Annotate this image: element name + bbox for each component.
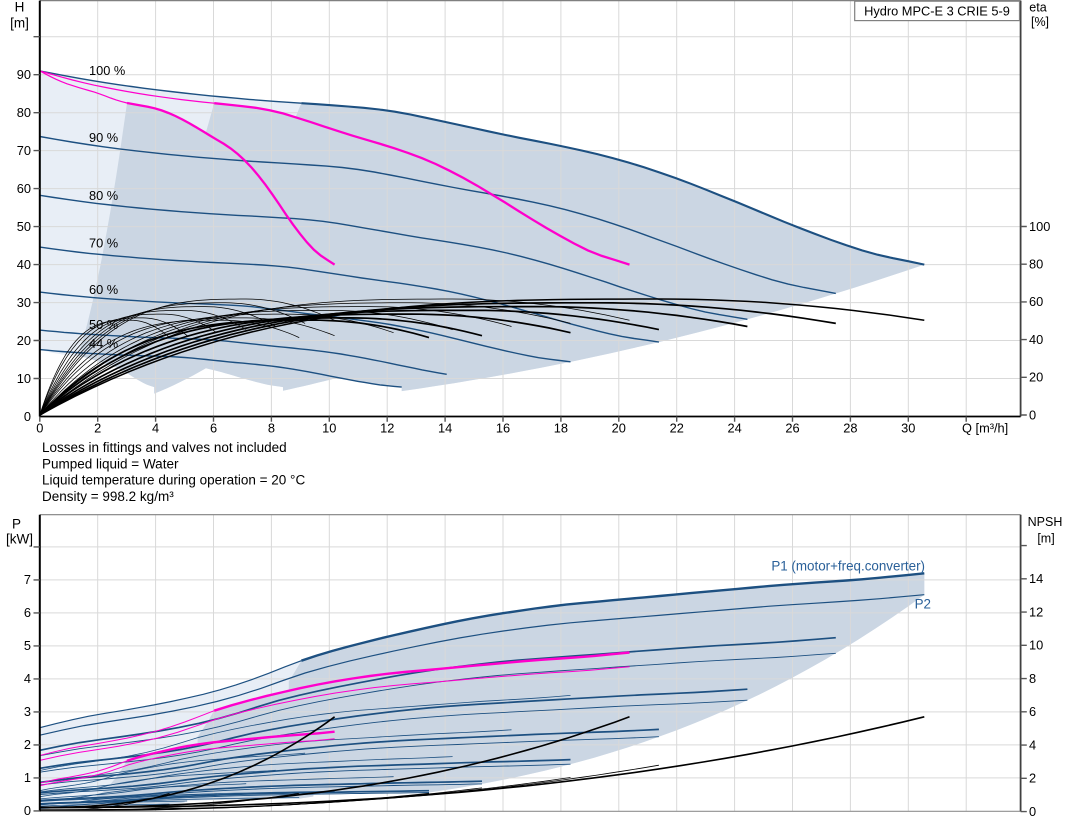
svg-text:0: 0 xyxy=(36,420,43,435)
svg-text:Liquid temperature during oper: Liquid temperature during operation = 20… xyxy=(42,473,305,488)
svg-text:80: 80 xyxy=(1029,257,1043,272)
svg-text:Density = 998.2 kg/m³: Density = 998.2 kg/m³ xyxy=(42,489,174,504)
svg-text:Hydro MPC-E 3 CRIE 5-9: Hydro MPC-E 3 CRIE 5-9 xyxy=(864,4,1010,19)
svg-text:50: 50 xyxy=(17,219,31,234)
svg-text:60: 60 xyxy=(17,181,31,196)
svg-text:12: 12 xyxy=(1029,604,1043,619)
svg-text:30: 30 xyxy=(17,295,31,310)
svg-text:60 %: 60 % xyxy=(89,282,118,297)
svg-text:30: 30 xyxy=(901,420,915,435)
svg-text:24: 24 xyxy=(727,420,741,435)
svg-text:P: P xyxy=(12,517,21,532)
svg-text:H: H xyxy=(15,0,25,15)
svg-text:70 %: 70 % xyxy=(89,236,118,251)
svg-text:70: 70 xyxy=(17,143,31,158)
svg-text:44 %: 44 % xyxy=(89,336,118,351)
svg-text:14: 14 xyxy=(1029,571,1043,586)
svg-text:Pumped liquid = Water: Pumped liquid = Water xyxy=(42,456,179,471)
svg-text:P2: P2 xyxy=(915,597,931,612)
svg-text:10: 10 xyxy=(17,371,31,386)
svg-text:100: 100 xyxy=(1029,219,1050,234)
svg-text:eta: eta xyxy=(1029,1,1046,15)
svg-text:7: 7 xyxy=(24,572,31,587)
svg-text:6: 6 xyxy=(1029,704,1036,719)
svg-text:20: 20 xyxy=(1029,370,1043,385)
svg-text:0: 0 xyxy=(1029,804,1036,819)
svg-text:4: 4 xyxy=(24,671,31,686)
svg-text:2: 2 xyxy=(24,737,31,752)
svg-text:10: 10 xyxy=(322,420,336,435)
svg-text:20: 20 xyxy=(612,420,626,435)
svg-text:14: 14 xyxy=(438,420,452,435)
svg-text:100 %: 100 % xyxy=(89,63,125,78)
svg-text:20: 20 xyxy=(17,333,31,348)
svg-text:28: 28 xyxy=(843,420,857,435)
svg-text:18: 18 xyxy=(554,420,568,435)
svg-text:0: 0 xyxy=(24,409,31,424)
svg-text:90 %: 90 % xyxy=(89,130,118,145)
svg-text:4: 4 xyxy=(152,420,159,435)
svg-text:3: 3 xyxy=(24,704,31,719)
svg-text:8: 8 xyxy=(268,420,275,435)
svg-text:8: 8 xyxy=(1029,671,1036,686)
svg-text:[kW]: [kW] xyxy=(6,532,33,547)
svg-text:2: 2 xyxy=(94,420,101,435)
svg-text:0: 0 xyxy=(1029,407,1036,422)
svg-text:1: 1 xyxy=(24,770,31,785)
svg-text:40: 40 xyxy=(17,257,31,272)
svg-text:22: 22 xyxy=(670,420,684,435)
svg-text:90: 90 xyxy=(17,67,31,82)
svg-text:NPSH: NPSH xyxy=(1028,515,1063,529)
svg-text:16: 16 xyxy=(496,420,510,435)
svg-text:40: 40 xyxy=(1029,332,1043,347)
svg-text:[%]: [%] xyxy=(1031,15,1049,29)
svg-text:Losses in fittings and valves: Losses in fittings and valves not includ… xyxy=(42,440,287,455)
svg-text:50 %: 50 % xyxy=(89,317,118,332)
svg-text:10: 10 xyxy=(1029,638,1043,653)
svg-text:12: 12 xyxy=(380,420,394,435)
svg-text:6: 6 xyxy=(24,605,31,620)
svg-text:5: 5 xyxy=(24,638,31,653)
svg-text:[m]: [m] xyxy=(1037,532,1054,546)
svg-text:0: 0 xyxy=(24,803,31,818)
svg-text:60: 60 xyxy=(1029,294,1043,309)
svg-text:[m]: [m] xyxy=(10,16,29,31)
svg-text:2: 2 xyxy=(1029,771,1036,786)
svg-text:6: 6 xyxy=(210,420,217,435)
svg-text:80 %: 80 % xyxy=(89,188,118,203)
svg-text:80: 80 xyxy=(17,105,31,120)
svg-text:4: 4 xyxy=(1029,737,1036,752)
svg-text:P1 (motor+freq.converter): P1 (motor+freq.converter) xyxy=(771,559,925,574)
svg-text:26: 26 xyxy=(785,420,799,435)
svg-text:Q [m³/h]: Q [m³/h] xyxy=(962,420,1008,435)
